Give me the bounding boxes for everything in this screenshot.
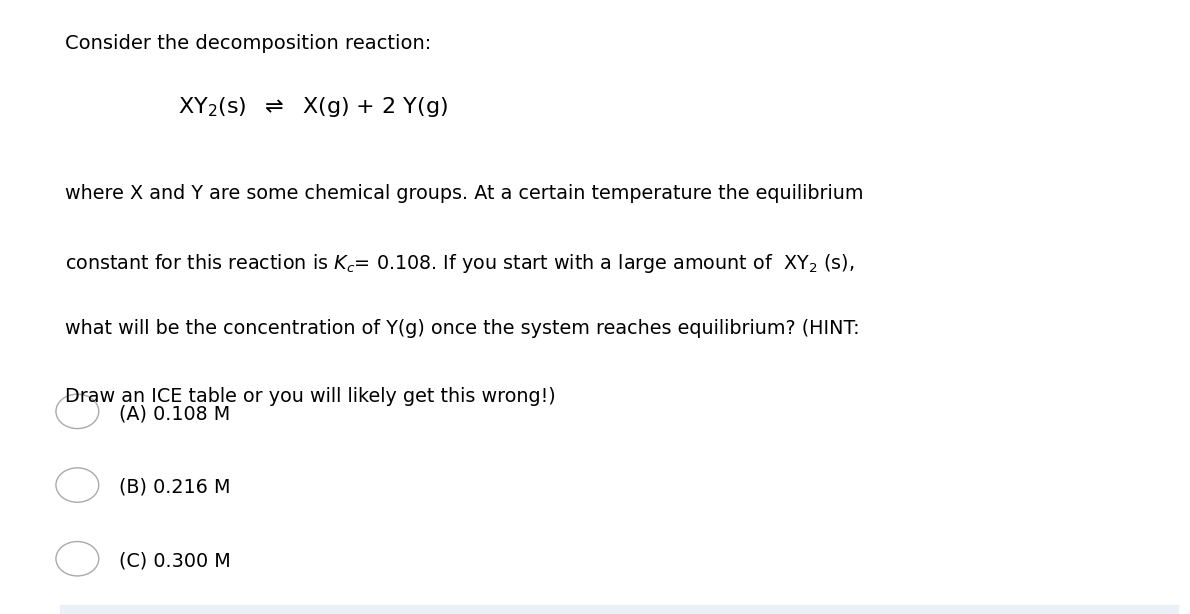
Text: where X and Y are some chemical groups. At a certain temperature the equilibrium: where X and Y are some chemical groups. … [65,184,864,203]
Text: (A) 0.108 M: (A) 0.108 M [119,404,230,423]
Text: (C) 0.300 M: (C) 0.300 M [119,551,231,570]
Text: Draw an ICE table or you will likely get this wrong!): Draw an ICE table or you will likely get… [65,387,556,406]
Text: what will be the concentration of Y(g) once the system reaches equilibrium? (HIN: what will be the concentration of Y(g) o… [65,319,860,338]
Text: (B) 0.216 M: (B) 0.216 M [119,478,231,497]
Text: XY$_2$(s)  $\rightleftharpoons$  X(g) + 2 Y(g): XY$_2$(s) $\rightleftharpoons$ X(g) + 2 … [178,95,449,119]
Text: constant for this reaction is $\mathit{K}_{c}$= 0.108. If you start with a large: constant for this reaction is $\mathit{K… [65,252,854,274]
Text: Consider the decomposition reaction:: Consider the decomposition reaction: [65,34,432,53]
